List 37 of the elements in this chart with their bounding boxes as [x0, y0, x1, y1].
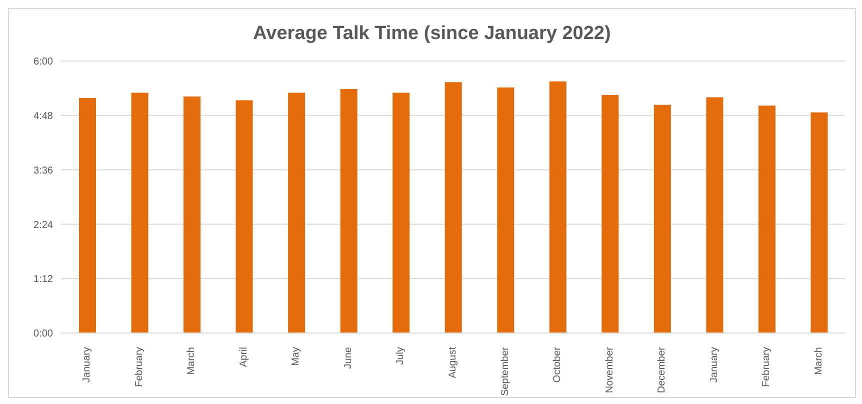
y-tick-label: 1:12: [34, 274, 54, 286]
y-tick-label: 3:36: [34, 165, 54, 176]
bar: [184, 96, 201, 333]
y-tick-label: 2:24: [34, 220, 54, 231]
chart-title: Average Talk Time (since January 2022): [252, 22, 612, 46]
bar: [497, 87, 514, 333]
x-tick-label: June: [342, 346, 354, 369]
bar: [340, 88, 358, 333]
bar: [79, 98, 96, 333]
bar: [549, 81, 566, 333]
x-tick-label: December: [656, 346, 668, 394]
bar: [392, 92, 410, 333]
bar: [131, 92, 148, 333]
y-tick-label: 4:48: [34, 110, 54, 122]
x-tick-label: October: [552, 346, 564, 383]
x-tick-label: July: [395, 347, 406, 365]
bar: [602, 95, 619, 333]
x-tick-label: April: [238, 347, 250, 368]
x-tick-label: August: [448, 346, 458, 378]
bar: [444, 82, 462, 333]
x-tick-label: May: [290, 347, 302, 366]
x-tick-label: September: [500, 346, 511, 396]
x-tick-label: January: [708, 347, 720, 383]
x-tick-label: February: [134, 347, 145, 388]
y-tick-label: 6:00: [34, 56, 54, 68]
bar: [706, 97, 724, 333]
bar: [236, 100, 253, 333]
bar: [758, 106, 776, 333]
x-tick-label: January: [82, 347, 93, 383]
bar: [288, 92, 306, 333]
bar: [810, 112, 828, 333]
y-tick-label: 0:00: [34, 328, 54, 340]
x-tick-label: November: [604, 346, 616, 394]
x-tick-label: March: [813, 347, 824, 375]
bar: [654, 104, 671, 333]
x-tick-label: February: [761, 347, 772, 388]
x-tick-label: March: [186, 347, 198, 375]
